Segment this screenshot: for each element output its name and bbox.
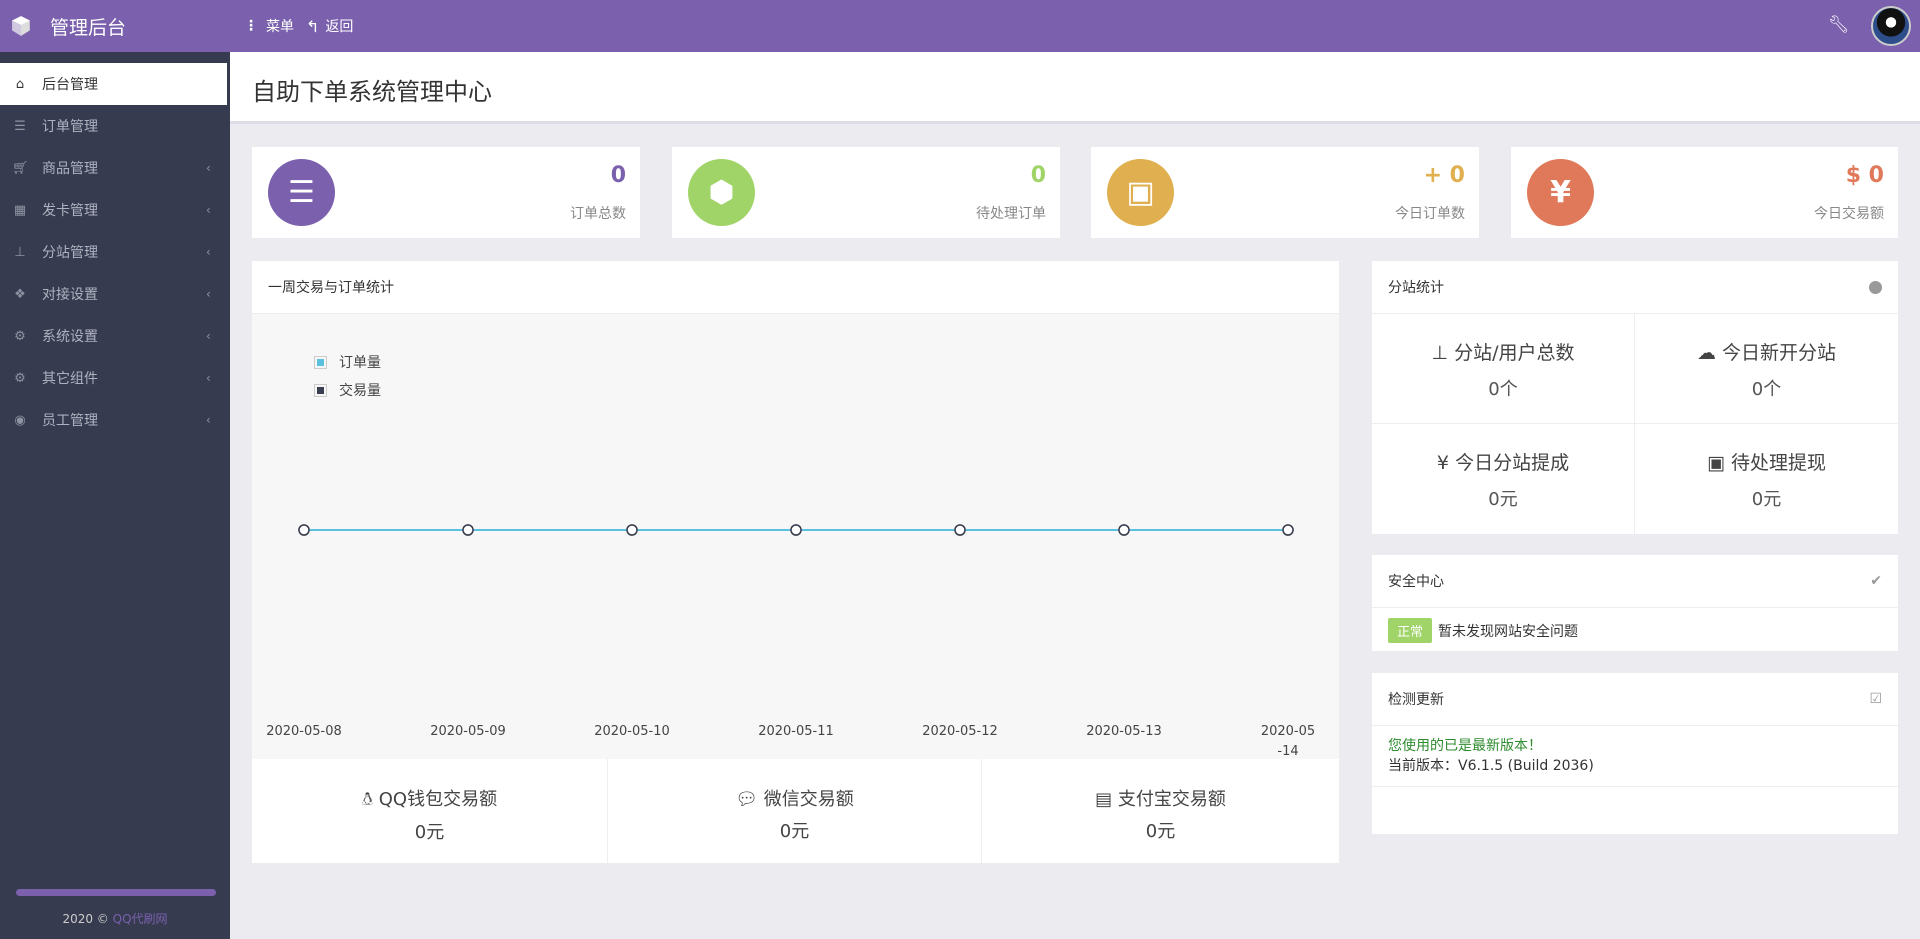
wechat-icon: 💬︎ xyxy=(735,789,759,810)
data-point[interactable] xyxy=(1118,524,1130,536)
gear-icon: ⚙ xyxy=(14,328,26,344)
reply-icon: ↰ xyxy=(306,16,320,36)
menu-toggle-button[interactable]: ⋮ 菜单 xyxy=(244,18,294,35)
wrench-icon[interactable]: 🔧︎ xyxy=(1828,15,1850,35)
line-chart: 订单量 交易量 2020-05-08 2020-05-09 2020-05-10 20… xyxy=(252,314,1339,759)
data-point[interactable] xyxy=(954,524,966,536)
qq-icon: 🐧︎ xyxy=(361,789,373,810)
substation-stats-panel: 分站统计 ⊥ 分站/用户总数 0个 ☁ 今日新开分站 0个 ¥ 今日分站提成 0… xyxy=(1372,261,1898,534)
substation-total: ⊥ 分站/用户总数 0个 xyxy=(1372,314,1635,424)
page-title: 自助下单系统管理中心 xyxy=(252,78,492,106)
legend-item-orders[interactable]: 订单量 xyxy=(314,352,381,372)
weekly-stats-panel: 一周交易与订单统计 订单量 交易量 2020-05-08 2020-05-09 20… xyxy=(252,261,1339,863)
brand-title: 管理后台 xyxy=(50,16,127,39)
data-point[interactable] xyxy=(462,524,474,536)
chevron-left-icon: ‹ xyxy=(206,371,211,385)
user-circle-icon: ◉ xyxy=(14,412,26,428)
ellipsis-vertical-icon: ⋮ xyxy=(244,18,258,34)
check-square-icon[interactable]: ☑ xyxy=(1869,691,1882,707)
cube-icon: ⬢ xyxy=(688,159,755,226)
sidebar-progress-bar xyxy=(16,889,216,896)
sidebar-item-staff[interactable]: ◉ 员工管理 ‹ xyxy=(0,399,230,441)
home-icon: ⌂ xyxy=(15,76,25,92)
briefcase-icon: ▣ xyxy=(1107,159,1174,226)
chevron-left-icon: ‹ xyxy=(206,287,211,301)
grid-icon: ▦ xyxy=(13,202,27,218)
sidebar-item-integration[interactable]: ❖ 对接设置 ‹ xyxy=(0,273,230,315)
update-status: 您使用的已是最新版本！ xyxy=(1388,738,1542,754)
page-header: 自助下单系统管理中心 xyxy=(230,52,1920,124)
cube-icon xyxy=(12,16,30,36)
panel-title: 安全中心 xyxy=(1388,574,1444,590)
x-tick-label: 2020-05-09 xyxy=(430,724,506,739)
stat-card-pending-orders: ⬢ 0 待处理订单 xyxy=(672,147,1060,238)
avatar[interactable] xyxy=(1871,6,1911,46)
top-navbar: 管理后台 ⋮ 菜单 ↰ 返回 🔧︎ xyxy=(0,0,1920,52)
cloud-icon: ☁ xyxy=(1696,342,1716,364)
sidebar-item-orders[interactable]: ☰ 订单管理 xyxy=(0,105,230,147)
sidebar-item-system-settings[interactable]: ⚙ 系统设置 ‹ xyxy=(0,315,230,357)
substation-commission-today: ¥ 今日分站提成 0元 xyxy=(1372,424,1635,534)
wechat-stat: 💬︎ 微信交易额 0元 xyxy=(608,759,982,863)
panel-title: 检测更新 xyxy=(1388,692,1444,708)
chevron-left-icon: ‹ xyxy=(206,329,211,343)
cart-icon: 🛒︎ xyxy=(12,160,29,176)
data-point[interactable] xyxy=(790,524,802,536)
sidebar: ⌂ 后台管理 ☰ 订单管理 🛒︎ 商品管理 ‹ ▦ 发卡管理 ‹ ⊥ 分站管理 ‹ ❖ 对接设置 ‹… xyxy=(0,52,230,939)
panel-title: 分站统计 xyxy=(1388,280,1444,296)
panel-title: 一周交易与订单统计 xyxy=(252,261,1339,314)
sidebar-item-products[interactable]: 🛒︎ 商品管理 ‹ xyxy=(12,160,211,178)
back-button[interactable]: ↰ 返回 xyxy=(306,16,354,36)
list-icon: ☰ xyxy=(14,118,26,134)
stat-card-today-revenue: ¥ $ 0 今日交易额 xyxy=(1511,147,1898,238)
sidebar-item-components[interactable]: ⚙ 其它组件 ‹ xyxy=(0,357,230,399)
status-badge: 正常 xyxy=(1388,618,1433,643)
data-point[interactable] xyxy=(298,524,310,536)
data-point[interactable] xyxy=(1282,524,1294,536)
money-icon: ▣ xyxy=(1706,452,1725,474)
x-tick-label: 2020-05-14 xyxy=(1260,724,1316,759)
security-panel: 安全中心 ✔ 正常 暂未发现网站安全问题 xyxy=(1372,555,1898,651)
stat-card-total-orders: ☰ 0 订单总数 xyxy=(252,147,640,238)
legend-item-revenue[interactable]: 交易量 xyxy=(314,380,381,400)
sitemap-icon: ⊥ xyxy=(1431,342,1449,364)
sidebar-footer: 2020 © QQ代刷网 xyxy=(62,912,168,926)
cubes-icon: ❖ xyxy=(14,286,26,302)
data-point[interactable] xyxy=(626,524,638,536)
x-tick-label: 2020-05-08 xyxy=(266,724,342,739)
chevron-left-icon: ‹ xyxy=(206,161,211,175)
sitemap-icon: ⊥ xyxy=(14,244,26,260)
brand[interactable]: 管理后台 xyxy=(10,0,126,52)
x-tick-label: 2020-05-11 xyxy=(758,724,834,739)
x-tick-label: 2020-05-10 xyxy=(594,724,670,739)
chart-plot xyxy=(298,524,1294,536)
sidebar-item-substations[interactable]: ⊥ 分站管理 ‹ xyxy=(0,231,230,273)
qq-wallet-stat: 🐧︎ QQ钱包交易额 0元 xyxy=(252,759,608,863)
circle-icon[interactable] xyxy=(1869,280,1882,294)
ordered-list-icon: ☰ xyxy=(268,159,335,226)
substation-new-today: ☁ 今日新开分站 0个 xyxy=(1635,314,1898,424)
current-version: 当前版本：V6.1.5 (Build 2036) xyxy=(1388,758,1594,774)
pending-withdrawals: ▣ 待处理提现 0元 xyxy=(1706,452,1826,510)
chevron-left-icon: ‹ xyxy=(206,413,211,427)
footer-link[interactable]: QQ代刷网 xyxy=(112,912,168,926)
yen-icon: ¥ xyxy=(1436,452,1450,474)
check-icon[interactable]: ✔ xyxy=(1870,573,1882,589)
gears-icon: ⚙ xyxy=(14,370,26,386)
x-tick-label: 2020-05-13 xyxy=(1086,724,1162,739)
credit-card-icon: ▤ xyxy=(1095,789,1113,810)
stat-card-today-orders: ▣ + 0 今日订单数 xyxy=(1091,147,1479,238)
chevron-left-icon: ‹ xyxy=(206,245,211,259)
security-message: 暂未发现网站安全问题 xyxy=(1438,623,1579,640)
x-tick-label: 2020-05-12 xyxy=(922,724,998,739)
yen-icon: ¥ xyxy=(1527,159,1594,226)
sidebar-item-cards[interactable]: ▦ 发卡管理 ‹ xyxy=(13,202,211,220)
chevron-left-icon: ‹ xyxy=(206,203,211,217)
alipay-stat: ▤ 支付宝交易额 0元 xyxy=(1095,789,1226,842)
update-panel: 检测更新 ☑ 您使用的已是最新版本！ 当前版本：V6.1.5 (Build 203… xyxy=(1372,673,1898,834)
sidebar-item-dashboard[interactable]: ⌂ 后台管理 xyxy=(0,63,227,105)
